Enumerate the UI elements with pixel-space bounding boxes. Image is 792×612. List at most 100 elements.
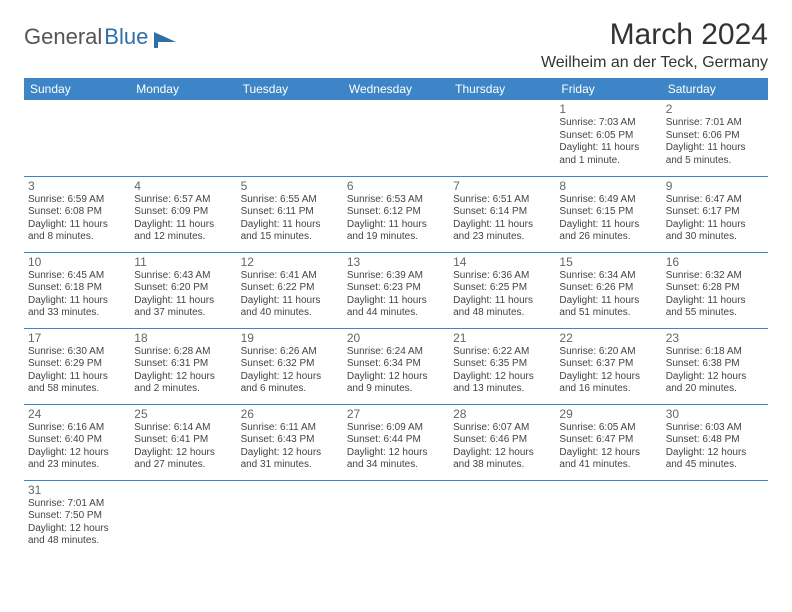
header: GeneralBlue March 2024 Weilheim an der T… bbox=[24, 18, 768, 72]
day-info: Sunrise: 6:32 AMSunset: 6:28 PMDaylight:… bbox=[666, 270, 764, 320]
calendar-cell: 24Sunrise: 6:16 AMSunset: 6:40 PMDayligh… bbox=[24, 404, 130, 480]
sunset-text: Sunset: 6:40 PM bbox=[28, 434, 126, 447]
daylight-text: Daylight: 12 hours and 38 minutes. bbox=[453, 447, 551, 472]
day-number: 23 bbox=[666, 331, 764, 345]
day-number: 6 bbox=[347, 179, 445, 193]
calendar-cell bbox=[555, 480, 661, 556]
location: Weilheim an der Teck, Germany bbox=[541, 54, 768, 72]
calendar-cell: 13Sunrise: 6:39 AMSunset: 6:23 PMDayligh… bbox=[343, 252, 449, 328]
sunset-text: Sunset: 6:41 PM bbox=[134, 434, 232, 447]
sunrise-text: Sunrise: 6:51 AM bbox=[453, 194, 551, 207]
day-number: 14 bbox=[453, 255, 551, 269]
day-info: Sunrise: 6:55 AMSunset: 6:11 PMDaylight:… bbox=[241, 194, 339, 244]
sunset-text: Sunset: 6:48 PM bbox=[666, 434, 764, 447]
day-info: Sunrise: 6:57 AMSunset: 6:09 PMDaylight:… bbox=[134, 194, 232, 244]
day-number: 22 bbox=[559, 331, 657, 345]
sunset-text: Sunset: 6:43 PM bbox=[241, 434, 339, 447]
calendar-cell: 31Sunrise: 7:01 AMSunset: 7:50 PMDayligh… bbox=[24, 480, 130, 556]
sunrise-text: Sunrise: 6:26 AM bbox=[241, 346, 339, 359]
sunset-text: Sunset: 6:09 PM bbox=[134, 206, 232, 219]
daylight-text: Daylight: 12 hours and 20 minutes. bbox=[666, 371, 764, 396]
calendar-cell: 29Sunrise: 6:05 AMSunset: 6:47 PMDayligh… bbox=[555, 404, 661, 480]
sunset-text: Sunset: 6:35 PM bbox=[453, 358, 551, 371]
calendar-cell: 28Sunrise: 6:07 AMSunset: 6:46 PMDayligh… bbox=[449, 404, 555, 480]
day-info: Sunrise: 6:18 AMSunset: 6:38 PMDaylight:… bbox=[666, 346, 764, 396]
daylight-text: Daylight: 11 hours and 26 minutes. bbox=[559, 219, 657, 244]
sunrise-text: Sunrise: 6:28 AM bbox=[134, 346, 232, 359]
sunset-text: Sunset: 6:26 PM bbox=[559, 282, 657, 295]
day-info: Sunrise: 6:49 AMSunset: 6:15 PMDaylight:… bbox=[559, 194, 657, 244]
sunset-text: Sunset: 6:08 PM bbox=[28, 206, 126, 219]
sunrise-text: Sunrise: 6:47 AM bbox=[666, 194, 764, 207]
day-info: Sunrise: 6:34 AMSunset: 6:26 PMDaylight:… bbox=[559, 270, 657, 320]
daylight-text: Daylight: 12 hours and 9 minutes. bbox=[347, 371, 445, 396]
calendar-cell: 27Sunrise: 6:09 AMSunset: 6:44 PMDayligh… bbox=[343, 404, 449, 480]
daylight-text: Daylight: 11 hours and 40 minutes. bbox=[241, 295, 339, 320]
logo: GeneralBlue bbox=[24, 24, 178, 50]
sunrise-text: Sunrise: 6:14 AM bbox=[134, 422, 232, 435]
sunset-text: Sunset: 6:47 PM bbox=[559, 434, 657, 447]
calendar-cell: 16Sunrise: 6:32 AMSunset: 6:28 PMDayligh… bbox=[662, 252, 768, 328]
logo-flag-icon bbox=[154, 28, 178, 46]
day-number: 28 bbox=[453, 407, 551, 421]
day-info: Sunrise: 6:36 AMSunset: 6:25 PMDaylight:… bbox=[453, 270, 551, 320]
daylight-text: Daylight: 11 hours and 1 minute. bbox=[559, 142, 657, 167]
calendar-cell: 21Sunrise: 6:22 AMSunset: 6:35 PMDayligh… bbox=[449, 328, 555, 404]
day-number: 3 bbox=[28, 179, 126, 193]
day-number: 25 bbox=[134, 407, 232, 421]
day-number: 13 bbox=[347, 255, 445, 269]
day-number: 5 bbox=[241, 179, 339, 193]
day-info: Sunrise: 6:20 AMSunset: 6:37 PMDaylight:… bbox=[559, 346, 657, 396]
daylight-text: Daylight: 11 hours and 15 minutes. bbox=[241, 219, 339, 244]
sunrise-text: Sunrise: 6:36 AM bbox=[453, 270, 551, 283]
sunset-text: Sunset: 6:18 PM bbox=[28, 282, 126, 295]
sunrise-text: Sunrise: 6:53 AM bbox=[347, 194, 445, 207]
daylight-text: Daylight: 11 hours and 30 minutes. bbox=[666, 219, 764, 244]
day-info: Sunrise: 6:45 AMSunset: 6:18 PMDaylight:… bbox=[28, 270, 126, 320]
sunrise-text: Sunrise: 6:20 AM bbox=[559, 346, 657, 359]
day-info: Sunrise: 6:14 AMSunset: 6:41 PMDaylight:… bbox=[134, 422, 232, 472]
sunrise-text: Sunrise: 6:09 AM bbox=[347, 422, 445, 435]
sunrise-text: Sunrise: 6:32 AM bbox=[666, 270, 764, 283]
logo-text-1: General bbox=[24, 24, 102, 50]
calendar-cell bbox=[343, 100, 449, 176]
sunrise-text: Sunrise: 6:30 AM bbox=[28, 346, 126, 359]
calendar-cell: 26Sunrise: 6:11 AMSunset: 6:43 PMDayligh… bbox=[237, 404, 343, 480]
calendar-cell: 14Sunrise: 6:36 AMSunset: 6:25 PMDayligh… bbox=[449, 252, 555, 328]
calendar-cell: 7Sunrise: 6:51 AMSunset: 6:14 PMDaylight… bbox=[449, 176, 555, 252]
day-number: 21 bbox=[453, 331, 551, 345]
calendar-cell bbox=[130, 100, 236, 176]
daylight-text: Daylight: 12 hours and 6 minutes. bbox=[241, 371, 339, 396]
calendar-row: 17Sunrise: 6:30 AMSunset: 6:29 PMDayligh… bbox=[24, 328, 768, 404]
day-info: Sunrise: 7:01 AMSunset: 7:50 PMDaylight:… bbox=[28, 498, 126, 548]
daylight-text: Daylight: 11 hours and 51 minutes. bbox=[559, 295, 657, 320]
sunset-text: Sunset: 6:17 PM bbox=[666, 206, 764, 219]
title-block: March 2024 Weilheim an der Teck, Germany bbox=[541, 18, 768, 72]
sunrise-text: Sunrise: 6:34 AM bbox=[559, 270, 657, 283]
day-info: Sunrise: 6:59 AMSunset: 6:08 PMDaylight:… bbox=[28, 194, 126, 244]
sunset-text: Sunset: 6:32 PM bbox=[241, 358, 339, 371]
day-number: 10 bbox=[28, 255, 126, 269]
calendar-cell: 1Sunrise: 7:03 AMSunset: 6:05 PMDaylight… bbox=[555, 100, 661, 176]
day-number: 27 bbox=[347, 407, 445, 421]
day-number: 11 bbox=[134, 255, 232, 269]
day-info: Sunrise: 6:24 AMSunset: 6:34 PMDaylight:… bbox=[347, 346, 445, 396]
sunset-text: Sunset: 6:44 PM bbox=[347, 434, 445, 447]
sunset-text: Sunset: 6:29 PM bbox=[28, 358, 126, 371]
day-info: Sunrise: 7:03 AMSunset: 6:05 PMDaylight:… bbox=[559, 117, 657, 167]
day-info: Sunrise: 6:16 AMSunset: 6:40 PMDaylight:… bbox=[28, 422, 126, 472]
daylight-text: Daylight: 11 hours and 23 minutes. bbox=[453, 219, 551, 244]
daylight-text: Daylight: 12 hours and 41 minutes. bbox=[559, 447, 657, 472]
day-number: 19 bbox=[241, 331, 339, 345]
calendar-cell: 19Sunrise: 6:26 AMSunset: 6:32 PMDayligh… bbox=[237, 328, 343, 404]
day-info: Sunrise: 6:28 AMSunset: 6:31 PMDaylight:… bbox=[134, 346, 232, 396]
calendar-cell: 12Sunrise: 6:41 AMSunset: 6:22 PMDayligh… bbox=[237, 252, 343, 328]
day-number: 15 bbox=[559, 255, 657, 269]
day-info: Sunrise: 7:01 AMSunset: 6:06 PMDaylight:… bbox=[666, 117, 764, 167]
calendar-cell: 8Sunrise: 6:49 AMSunset: 6:15 PMDaylight… bbox=[555, 176, 661, 252]
sunset-text: Sunset: 6:25 PM bbox=[453, 282, 551, 295]
calendar-cell: 11Sunrise: 6:43 AMSunset: 6:20 PMDayligh… bbox=[130, 252, 236, 328]
daylight-text: Daylight: 11 hours and 33 minutes. bbox=[28, 295, 126, 320]
day-info: Sunrise: 6:30 AMSunset: 6:29 PMDaylight:… bbox=[28, 346, 126, 396]
calendar-cell: 4Sunrise: 6:57 AMSunset: 6:09 PMDaylight… bbox=[130, 176, 236, 252]
